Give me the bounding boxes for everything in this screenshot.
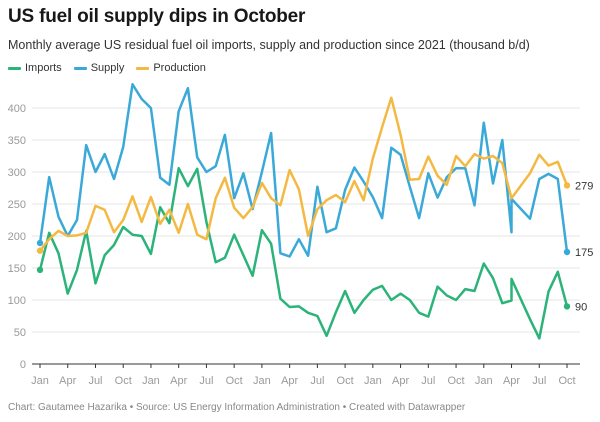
y-tick-label-350: 350	[8, 135, 26, 147]
y-tick-label-100: 100	[8, 295, 26, 307]
x-tick-label: Apr	[170, 375, 187, 387]
x-tick-label: Jul	[88, 375, 102, 387]
start-point-production	[36, 247, 44, 254]
y-axis-ticks: 0 50 100 150 200 250 300 350 400	[8, 103, 26, 371]
x-tick-label: Oct	[226, 375, 243, 387]
end-point-imports	[563, 303, 571, 310]
legend: Imports Supply Production	[8, 62, 206, 74]
x-tick-label: Jan	[31, 375, 49, 387]
start-point-imports	[36, 266, 44, 274]
chart-subtitle: Monthly average US residual fuel oil imp…	[8, 38, 530, 52]
y-tick-label-50: 50	[14, 327, 26, 339]
series-line-supply	[38, 83, 569, 258]
x-tick-label: Oct	[558, 375, 575, 387]
chart-footer: Chart: Gautamee Hazarika • Source: US En…	[8, 402, 466, 413]
chart-title: US fuel oil supply dips in October	[8, 6, 306, 27]
legend-label-production: Production	[153, 62, 206, 74]
x-tick-label: Oct	[115, 375, 132, 387]
legend-label-imports: Imports	[25, 62, 62, 74]
end-label-supply: 175	[575, 247, 593, 259]
series-line-imports	[38, 166, 569, 340]
x-tick-label: Oct	[447, 375, 464, 387]
x-tick-label: Oct	[337, 375, 354, 387]
y-tick-label-200: 200	[8, 231, 26, 243]
y-tick-label-250: 250	[8, 199, 26, 211]
end-label-production: 279	[575, 180, 593, 192]
x-tick-label: Jul	[310, 375, 324, 387]
x-tick-label: Apr	[392, 375, 409, 387]
end-point-production	[563, 182, 571, 189]
start-point-supply	[36, 239, 44, 247]
legend-item-production: Production	[136, 62, 206, 74]
x-tick-label: Jan	[142, 375, 160, 387]
y-tick-label-400: 400	[8, 103, 26, 115]
end-point-supply	[563, 248, 571, 256]
x-tick-label: Jan	[475, 375, 493, 387]
gridlines	[32, 107, 580, 333]
y-tick-label-0: 0	[20, 359, 26, 371]
x-tick-label: Apr	[281, 375, 298, 387]
x-tick-label: Jul	[199, 375, 213, 387]
x-tick-label: Jul	[421, 375, 435, 387]
legend-swatch-production	[136, 66, 150, 70]
series-line-production	[38, 96, 569, 252]
series-endpoints: 90 175 279	[36, 180, 593, 313]
x-tick-label: Jul	[532, 375, 546, 387]
legend-item-supply: Supply	[73, 62, 125, 74]
x-tick-label: Jan	[253, 375, 271, 387]
series-lines	[38, 83, 569, 340]
legend-swatch-imports	[8, 66, 21, 70]
x-tick-label: Jan	[364, 375, 382, 387]
x-tick-label: Apr	[503, 375, 520, 387]
x-axis: Jan Apr Jul Oct Jan Apr Jul Oct Jan Apr Jul Oct Jan A…	[31, 363, 580, 387]
x-tick-label: Apr	[59, 375, 76, 387]
y-tick-label-300: 300	[8, 167, 26, 179]
legend-item-imports: Imports	[8, 62, 62, 74]
legend-swatch-supply	[73, 66, 87, 70]
legend-label-supply: Supply	[90, 62, 125, 74]
end-label-imports: 90	[575, 301, 587, 313]
y-tick-label-150: 150	[8, 263, 26, 275]
